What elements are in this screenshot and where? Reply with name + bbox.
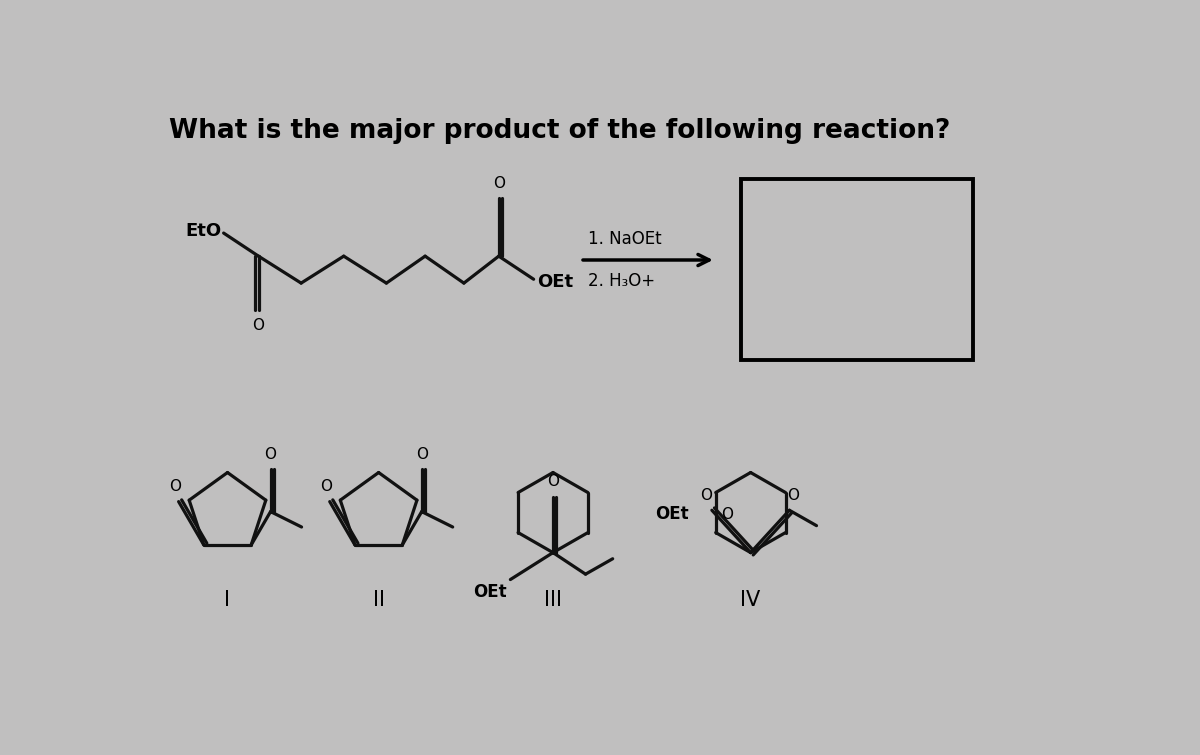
Text: OEt: OEt: [655, 505, 689, 523]
Text: O: O: [252, 318, 264, 333]
Text: 1. NaOEt: 1. NaOEt: [588, 230, 661, 248]
Text: I: I: [224, 590, 230, 609]
Text: O: O: [264, 446, 276, 461]
Text: O: O: [547, 474, 559, 489]
Text: O: O: [787, 488, 799, 503]
Text: III: III: [544, 590, 562, 609]
Text: IV: IV: [740, 590, 761, 609]
Text: OEt: OEt: [538, 273, 574, 291]
Text: EtO: EtO: [185, 222, 221, 240]
Text: O: O: [700, 488, 712, 503]
Text: O: O: [169, 479, 181, 494]
Text: II: II: [373, 590, 385, 609]
Text: O: O: [721, 507, 733, 522]
Text: What is the major product of the following reaction?: What is the major product of the followi…: [169, 118, 950, 143]
Text: O: O: [493, 176, 505, 191]
Text: O: O: [320, 479, 332, 494]
Text: O: O: [415, 446, 427, 461]
Bar: [740, 179, 973, 360]
Text: OEt: OEt: [473, 584, 506, 602]
Text: 2. H₃O+: 2. H₃O+: [588, 272, 655, 290]
